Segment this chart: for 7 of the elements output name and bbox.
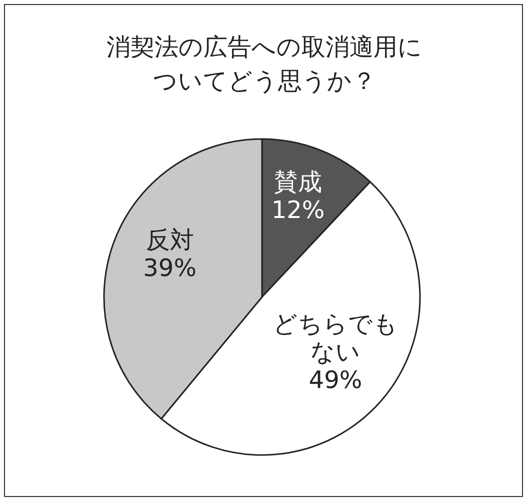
data-label: 39%: [142, 254, 198, 282]
slice-label: 賛成: [273, 168, 324, 196]
data-label: 12%: [270, 196, 326, 224]
slice-label: どちらでもない: [272, 310, 398, 366]
chart-title: 消契法の広告への取消適用についてどう思うか？: [106, 32, 424, 97]
slice-label: 反対: [144, 226, 195, 254]
data-label: 49%: [308, 366, 364, 394]
